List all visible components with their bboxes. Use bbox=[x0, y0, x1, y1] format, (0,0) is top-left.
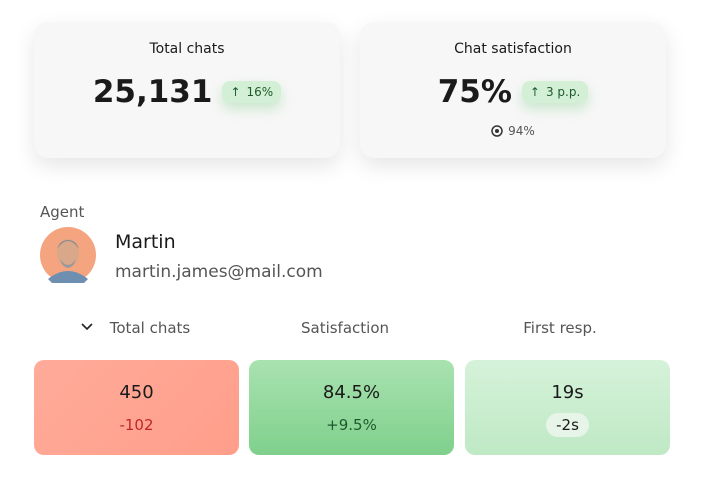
card-title: Total chats bbox=[149, 41, 225, 57]
column-header[interactable]: Satisfaction bbox=[300, 319, 390, 337]
metric-value: 84.5% bbox=[322, 382, 381, 403]
metric-tile: 84.5% +9.5% bbox=[249, 360, 454, 455]
change-badge: ↑ 3 p.p. bbox=[521, 81, 589, 103]
agent-label: Agent bbox=[40, 203, 85, 221]
column-header[interactable]: First resp. bbox=[523, 319, 597, 337]
target-icon bbox=[491, 125, 503, 137]
metric-delta: -2s bbox=[546, 413, 589, 437]
card-title: Chat satisfaction bbox=[454, 41, 572, 57]
sort-chevron[interactable] bbox=[81, 322, 93, 332]
metric-tile: 19s -2s bbox=[465, 360, 670, 455]
change-text: 3 p.p. bbox=[545, 85, 581, 99]
metric-tile: 450 -102 bbox=[34, 360, 239, 455]
agent-email: martin.james@mail.com bbox=[115, 262, 323, 282]
kpi-value: 25,131 bbox=[92, 74, 213, 110]
target-text: 94% bbox=[508, 124, 535, 138]
avatar bbox=[40, 227, 96, 283]
metric-value: 19s bbox=[551, 382, 584, 403]
metric-delta: -102 bbox=[119, 416, 154, 434]
agent-name: Martin bbox=[115, 231, 176, 253]
column-header[interactable]: Total chats bbox=[109, 319, 191, 337]
kpi-card: Total chats 25,131 ↑ 16% bbox=[34, 22, 340, 158]
metric-value: 450 bbox=[119, 382, 154, 403]
metric-delta: +9.5% bbox=[326, 416, 377, 434]
kpi-card: Chat satisfaction 75% ↑ 3 p.p. 94% bbox=[360, 22, 666, 158]
target: 94% bbox=[360, 124, 666, 138]
metric-delta-wrap: -2s bbox=[465, 413, 670, 437]
change-badge: ↑ 16% bbox=[222, 81, 282, 103]
change-text: 16% bbox=[246, 85, 274, 99]
kpi-value: 75% bbox=[437, 74, 512, 110]
